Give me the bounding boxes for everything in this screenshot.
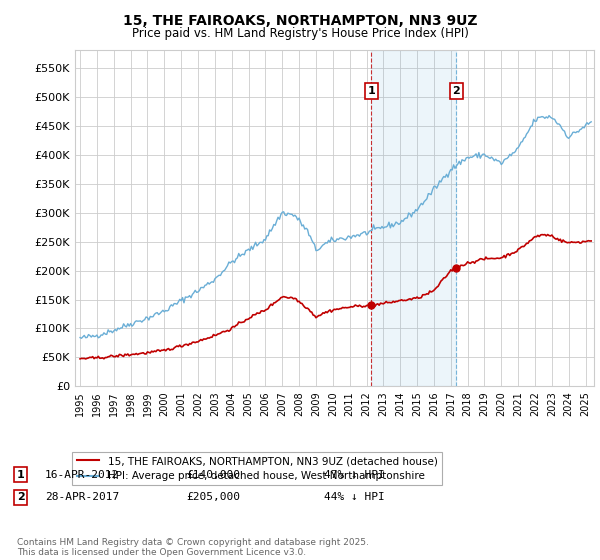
Text: 2: 2: [452, 86, 460, 96]
Text: £140,000: £140,000: [186, 470, 240, 480]
Text: 2: 2: [17, 492, 25, 502]
Text: £205,000: £205,000: [186, 492, 240, 502]
Text: Price paid vs. HM Land Registry's House Price Index (HPI): Price paid vs. HM Land Registry's House …: [131, 27, 469, 40]
Text: 16-APR-2012: 16-APR-2012: [45, 470, 119, 480]
Text: 15, THE FAIROAKS, NORTHAMPTON, NN3 9UZ: 15, THE FAIROAKS, NORTHAMPTON, NN3 9UZ: [123, 14, 477, 28]
Text: 1: 1: [368, 86, 375, 96]
Legend: 15, THE FAIROAKS, NORTHAMPTON, NN3 9UZ (detached house), HPI: Average price, det: 15, THE FAIROAKS, NORTHAMPTON, NN3 9UZ (…: [73, 452, 442, 486]
Text: 47% ↓ HPI: 47% ↓ HPI: [324, 470, 385, 480]
Text: 44% ↓ HPI: 44% ↓ HPI: [324, 492, 385, 502]
Text: 28-APR-2017: 28-APR-2017: [45, 492, 119, 502]
Text: Contains HM Land Registry data © Crown copyright and database right 2025.
This d: Contains HM Land Registry data © Crown c…: [17, 538, 368, 557]
Text: 1: 1: [17, 470, 25, 480]
Bar: [371, 50, 457, 386]
